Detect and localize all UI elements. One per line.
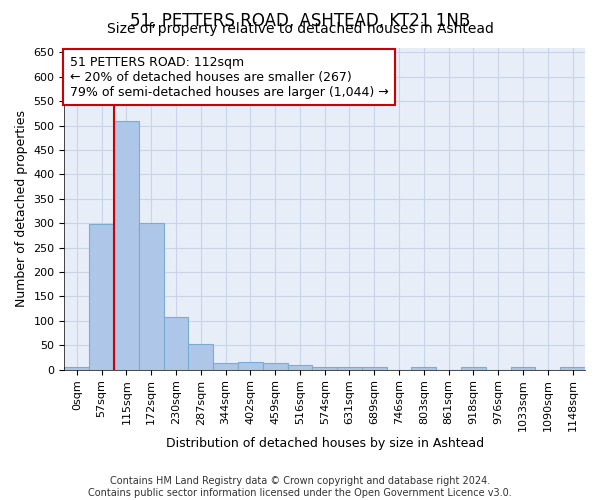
Bar <box>362 368 386 370</box>
Text: Contains HM Land Registry data © Crown copyright and database right 2024.
Contai: Contains HM Land Registry data © Crown c… <box>88 476 512 498</box>
Bar <box>89 224 114 370</box>
Bar <box>213 363 238 370</box>
Bar <box>313 367 337 370</box>
Text: 51 PETTERS ROAD: 112sqm
← 20% of detached houses are smaller (267)
79% of semi-d: 51 PETTERS ROAD: 112sqm ← 20% of detache… <box>70 56 388 98</box>
Bar <box>64 368 89 370</box>
Bar <box>238 362 263 370</box>
Bar <box>511 368 535 370</box>
Bar <box>287 366 313 370</box>
Bar <box>263 364 287 370</box>
Bar <box>139 224 164 370</box>
Bar <box>412 368 436 370</box>
Bar <box>114 120 139 370</box>
Bar <box>188 344 213 370</box>
Bar <box>164 318 188 370</box>
Text: Size of property relative to detached houses in Ashtead: Size of property relative to detached ho… <box>107 22 493 36</box>
Bar <box>337 368 362 370</box>
Text: 51, PETTERS ROAD, ASHTEAD, KT21 1NB: 51, PETTERS ROAD, ASHTEAD, KT21 1NB <box>130 12 470 30</box>
Bar <box>461 368 486 370</box>
Y-axis label: Number of detached properties: Number of detached properties <box>15 110 28 307</box>
X-axis label: Distribution of detached houses by size in Ashtead: Distribution of detached houses by size … <box>166 437 484 450</box>
Bar <box>560 368 585 370</box>
